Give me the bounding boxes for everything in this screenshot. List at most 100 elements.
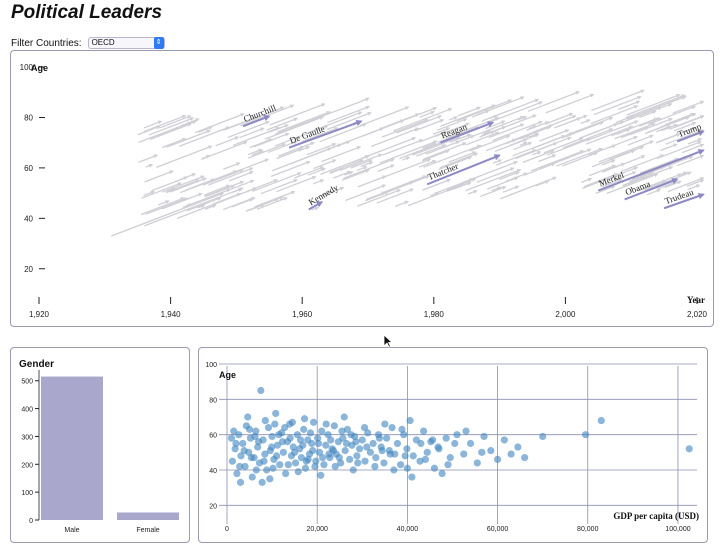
data-point [397,461,405,469]
leader-arrow [437,126,479,143]
data-point [315,448,324,456]
leader-arrow [660,143,678,152]
data-point [335,454,343,462]
highlight-arrow [426,154,501,186]
leader-arrow [138,154,159,163]
leader-arrow [294,166,325,179]
data-point [311,462,319,471]
leader-arrow [419,110,436,118]
mouse-cursor-icon [383,334,393,348]
y-tick-label: 20 [209,503,217,510]
leader-arrow [580,119,591,125]
highlight-arrow [676,130,705,143]
x-tick-label: 40,000 [397,526,419,533]
leader-arrow [276,175,317,193]
highlight-arrow [624,178,679,201]
data-point [301,464,310,472]
leader-arrow [522,149,555,163]
data-point [478,448,486,456]
x-tick-label: 1,940 [161,310,182,319]
leader-arrow [545,93,595,114]
y-tick-label: 80 [209,397,217,404]
leader-arrow [148,117,195,136]
data-point [271,420,279,428]
leader-arrow [143,120,163,129]
data-point [312,457,320,465]
leader-arrow [301,127,339,143]
leader-arrow [432,127,451,135]
leader-arrow [582,166,639,189]
x-tick-label: 2,000 [555,310,576,319]
data-point [239,439,247,448]
data-point [254,443,262,451]
data-point [291,448,299,456]
data-point [284,461,292,469]
data-point [230,427,238,435]
leader-arrow [627,134,654,146]
leader-arrow [401,156,411,161]
gender-bar [41,376,103,520]
highlight-arrow [288,119,363,149]
data-point [393,439,402,448]
data-point [261,450,269,458]
leader-arrow [321,186,345,197]
data-point [252,466,260,474]
leader-arrow [381,118,429,138]
leader-arrow [467,189,478,195]
leader-arrow [327,105,370,124]
data-point [319,454,327,462]
data-point [272,409,280,418]
y-tick-label: 100 [21,490,33,497]
leader-arrow [276,148,303,160]
gender-bar-chart: Gender 0 100 200 300 400 500 Male Female [19,359,179,534]
leader-arrow [583,173,619,188]
data-point [360,424,369,432]
leader-arrow [646,188,662,196]
leader-label: Churchill [242,102,278,124]
leader-arrow [606,173,659,194]
filter-countries-select[interactable]: OECD ⇕ [87,37,165,49]
data-point [581,431,590,439]
x-tick-label: 20,000 [306,526,328,533]
data-point [386,450,394,458]
leaders-timeline-panel: 20 40 60 80 100 Age 1,920 1,940 1,960 1,980 2,000 2… [10,50,714,327]
leader-arrow [422,178,451,191]
leader-arrow [469,134,511,152]
data-point [236,462,244,471]
leader-arrow [307,167,326,176]
leader-arrow [569,117,582,123]
leader-arrow [362,119,405,137]
data-point [300,415,309,423]
data-point [369,439,377,448]
leader-arrow [399,144,434,160]
leader-arrow [341,153,383,171]
data-point [227,434,236,442]
leader-arrow [311,206,320,211]
leader-arrow [581,177,593,183]
y-axis-label: Age [219,370,236,380]
data-point [248,473,256,481]
leader-arrow [615,115,635,124]
leader-arrow [195,113,245,134]
data-point [372,454,380,462]
leader-arrow [382,139,424,156]
leader-arrow [362,136,417,159]
leader-arrow [338,140,351,147]
leader-arrow [537,142,558,151]
leader-arrow [275,114,326,135]
data-point [446,454,454,462]
data-point [375,434,384,442]
data-point [380,459,388,467]
data-point [460,450,468,458]
data-point [493,455,502,463]
leader-arrow [639,110,657,118]
leader-arrow [453,181,472,190]
leader-arrow [357,175,387,188]
data-point [381,420,389,428]
leader-arrow [448,151,477,163]
leader-arrow [254,190,296,208]
data-point [300,425,308,433]
x-axis-label: GDP per capita (USD) [613,511,699,521]
data-point [233,469,241,478]
data-point [281,424,289,432]
